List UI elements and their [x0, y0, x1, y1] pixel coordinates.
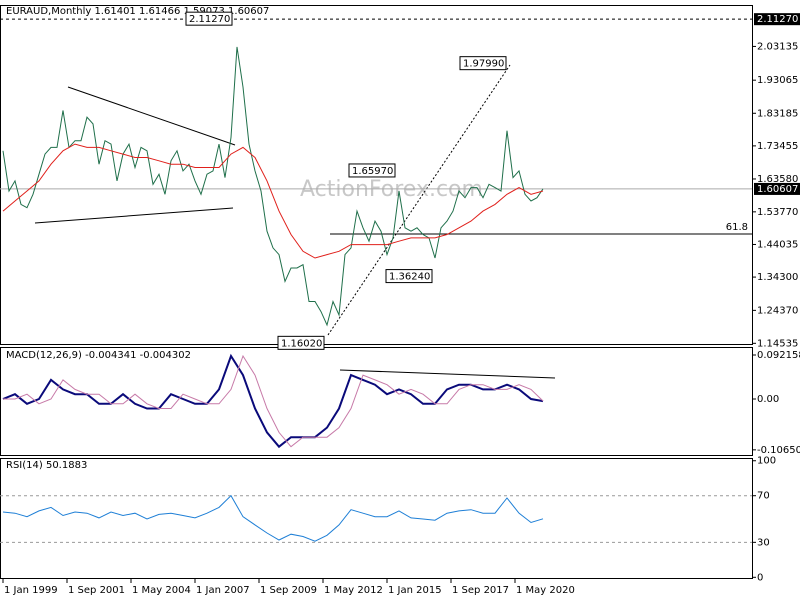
trendline [67, 86, 236, 146]
y-tick-label: 1.34300 [757, 272, 798, 283]
annotation-box [348, 163, 396, 178]
x-tick-label: 1 Sep 2001 [68, 585, 125, 596]
price-label-box [754, 13, 800, 26]
x-tick-label: 1 May 2004 [132, 585, 191, 596]
x-tick-label: 1 May 2020 [516, 585, 575, 596]
y-tick-label: -0.106503 [757, 445, 800, 456]
annotation-label: 1.65970 [352, 166, 393, 177]
y-tick-label: 30 [757, 537, 770, 548]
y-tick-label: 1.73455 [757, 141, 798, 152]
y-tick-label: 1.63580 [757, 174, 798, 185]
annotation-box [459, 56, 507, 71]
y-tick-label: 0.092158 [757, 350, 800, 361]
trendline [34, 207, 234, 224]
annotation-label: 1.97990 [463, 59, 504, 70]
annotation-label: 1.16020 [281, 338, 322, 349]
y-tick-label: 1.53770 [757, 207, 798, 218]
y-tick-label: 1.44035 [757, 239, 798, 250]
x-tick-label: 1 Jan 1999 [4, 585, 58, 596]
y-tick-label: 100 [757, 456, 776, 467]
x-tick-label: 1 May 2012 [324, 585, 383, 596]
annotation-label: 2.11270 [189, 14, 230, 25]
y-tick-label: 1.83185 [757, 108, 798, 119]
price-label: 2.11270 [757, 14, 798, 25]
series-line [2, 353, 544, 449]
rsi-panel [0, 458, 753, 579]
price-label: 1.60607 [757, 184, 798, 195]
price-label-box [754, 182, 800, 195]
annotation-box [277, 335, 325, 350]
y-tick-label: 1.93065 [757, 75, 798, 86]
level-label: 61.8 [726, 222, 748, 233]
rsi-title: RSI(14) 50.1883 [6, 460, 87, 471]
annotation-box [385, 269, 433, 284]
x-tick-label: 1 Sep 2017 [452, 585, 509, 596]
y-tick-label: 1.24370 [757, 305, 798, 316]
y-tick-label: 2.03135 [757, 41, 798, 52]
macd-title: MACD(12,26,9) -0.004341 -0.004302 [6, 350, 191, 361]
watermark: ActionForex.com [300, 177, 483, 202]
annotation-box [185, 11, 233, 26]
y-tick-label: 1.14535 [757, 338, 798, 349]
x-tick-label: 1 Sep 2009 [260, 585, 317, 596]
x-tick-label: 1 Jan 2007 [196, 585, 250, 596]
series-line [2, 143, 544, 259]
chart-title: EURAUD,Monthly 1.61401 1.61466 1.59073 1… [6, 6, 269, 17]
y-tick-label: 0.00 [757, 394, 779, 405]
x-tick-label: 1 Jan 2015 [388, 585, 442, 596]
y-tick-label: 0 [757, 572, 763, 583]
trendline [339, 369, 556, 379]
series-line [3, 354, 544, 448]
annotation-label: 1.36240 [389, 272, 430, 283]
series-line [2, 46, 544, 327]
series-line [2, 494, 544, 542]
y-tick-label: 70 [757, 491, 770, 502]
